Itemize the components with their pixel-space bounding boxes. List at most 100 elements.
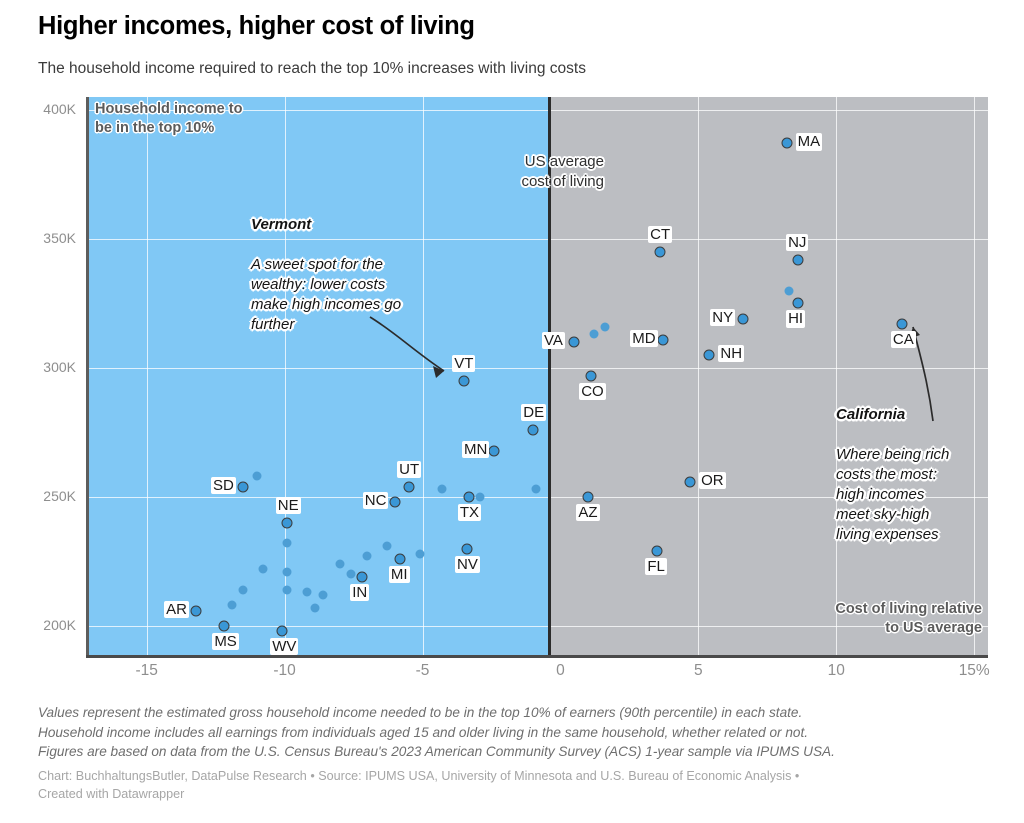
gridline-vertical [836, 97, 838, 657]
data-point-fl[interactable] [651, 545, 663, 557]
data-point-nj[interactable] [792, 254, 804, 266]
data-point[interactable] [318, 590, 328, 600]
data-point-mi[interactable] [394, 553, 406, 565]
point-label-va: VA [542, 332, 565, 350]
vermont-callout-title: Vermont [251, 215, 312, 233]
point-label-mi: MI [388, 565, 410, 584]
data-point-hi[interactable] [792, 297, 804, 309]
band-below-us-average [86, 97, 549, 657]
data-point-in[interactable] [356, 571, 368, 583]
data-point-or[interactable] [684, 476, 696, 488]
point-label-ct: CT [648, 225, 673, 244]
point-label-fl: FL [645, 558, 667, 576]
data-point-mn[interactable] [488, 445, 500, 457]
gridline-vertical [974, 97, 976, 657]
data-point[interactable] [589, 329, 599, 339]
data-point-de[interactable] [527, 424, 539, 436]
x-axis-tick-label: 15% [958, 662, 990, 679]
data-point-ms[interactable] [218, 620, 230, 632]
y-axis-tick-label: 250K [43, 488, 76, 504]
data-point[interactable] [362, 551, 372, 561]
point-label-ca: CA [890, 331, 916, 349]
data-point[interactable] [437, 484, 447, 494]
point-label-nj: NJ [786, 233, 809, 251]
y-axis-tick-label: 300K [43, 358, 76, 375]
x-axis-tick-label: -10 [273, 662, 296, 679]
x-axis-tick-label: 5 [694, 662, 703, 679]
data-point[interactable] [282, 567, 292, 577]
point-label-co: CO [579, 382, 606, 400]
vermont-callout-body: A sweet spot for the wealthy: lower cost… [251, 255, 402, 333]
data-point-az[interactable] [582, 491, 594, 503]
data-point-ny[interactable] [737, 313, 748, 325]
data-point[interactable] [475, 492, 485, 502]
data-point[interactable] [310, 603, 320, 613]
data-point[interactable] [238, 585, 248, 595]
point-label-in: IN [350, 584, 370, 602]
data-point[interactable] [282, 585, 292, 595]
data-point-va[interactable] [568, 336, 580, 348]
data-point[interactable] [784, 286, 794, 296]
data-point-ar[interactable] [190, 605, 202, 617]
x-axis-note: Cost of living relative to US average [835, 601, 982, 637]
footnote: Values represent the estimated gross hou… [38, 705, 835, 760]
california-callout-body: Where being rich costs the most: high in… [836, 445, 950, 543]
band-above-us-average [549, 97, 988, 657]
gridline-horizontal [86, 497, 988, 498]
data-point[interactable] [227, 600, 237, 610]
point-label-nc: NC [362, 492, 389, 510]
data-point[interactable] [531, 484, 541, 494]
data-point[interactable] [282, 538, 292, 548]
credit-line: Chart: BuchhaltungsButler, DataPulse Res… [38, 769, 800, 801]
data-point-wv[interactable] [276, 625, 288, 637]
point-label-or: OR [699, 471, 726, 489]
data-point-ct[interactable] [654, 246, 666, 258]
data-point[interactable] [415, 549, 425, 559]
data-point-ut[interactable] [403, 481, 415, 493]
page-title: Higher incomes, higher cost of living [38, 12, 475, 40]
california-callout-title: California [836, 405, 906, 423]
data-point-nv[interactable] [461, 543, 473, 555]
data-point[interactable] [252, 471, 262, 481]
point-label-nv: NV [455, 555, 480, 573]
gridline-horizontal [86, 238, 988, 240]
gridline-vertical [146, 97, 148, 657]
data-point-sd[interactable] [237, 481, 249, 493]
data-point[interactable] [335, 559, 345, 569]
x-axis-line [86, 655, 988, 658]
data-point[interactable] [258, 564, 268, 574]
data-point-vt[interactable] [458, 375, 470, 387]
gridline-horizontal [86, 626, 988, 628]
data-point-md[interactable] [657, 334, 668, 346]
point-label-ms: MS [212, 633, 239, 651]
data-point-ca[interactable] [896, 318, 908, 330]
data-point[interactable] [346, 569, 356, 579]
y-axis-line [86, 97, 89, 657]
plot-area: MA CT NJ NY HI CA VA MD NH CO VT DE MN SD UT OR NC TX AZ NE… [86, 97, 988, 657]
point-label-mn: MN [462, 440, 490, 458]
data-point[interactable] [382, 541, 392, 551]
data-point-co[interactable] [585, 370, 597, 382]
y-axis-tick-label: 200K [43, 617, 76, 634]
us-average-note: US average cost of living [521, 153, 604, 190]
data-point-tx[interactable] [463, 491, 475, 503]
point-label-ar: AR [164, 600, 189, 618]
data-point-nh[interactable] [703, 349, 715, 361]
point-label-de: DE [521, 403, 547, 422]
data-point[interactable] [600, 322, 610, 332]
page-subtitle: The household income required to reach t… [38, 60, 586, 77]
point-label-ma: MA [795, 133, 823, 151]
data-point-ma[interactable] [781, 137, 793, 149]
x-axis-tick-label: 0 [556, 662, 565, 679]
data-point-nc[interactable] [389, 496, 401, 508]
y-axis-note: Household income to be in the top 10% [95, 101, 243, 137]
vermont-callout: Vermont A sweet spot for the wealthy: lo… [251, 195, 466, 335]
gridline-horizontal [86, 367, 988, 369]
data-point[interactable] [302, 587, 312, 597]
point-label-ne: NE [275, 496, 301, 515]
data-point-ne[interactable] [281, 517, 293, 529]
point-label-sd: SD [211, 476, 236, 494]
y-axis-tick-label: 400K [43, 100, 76, 117]
us-average-reference-line [548, 97, 551, 657]
